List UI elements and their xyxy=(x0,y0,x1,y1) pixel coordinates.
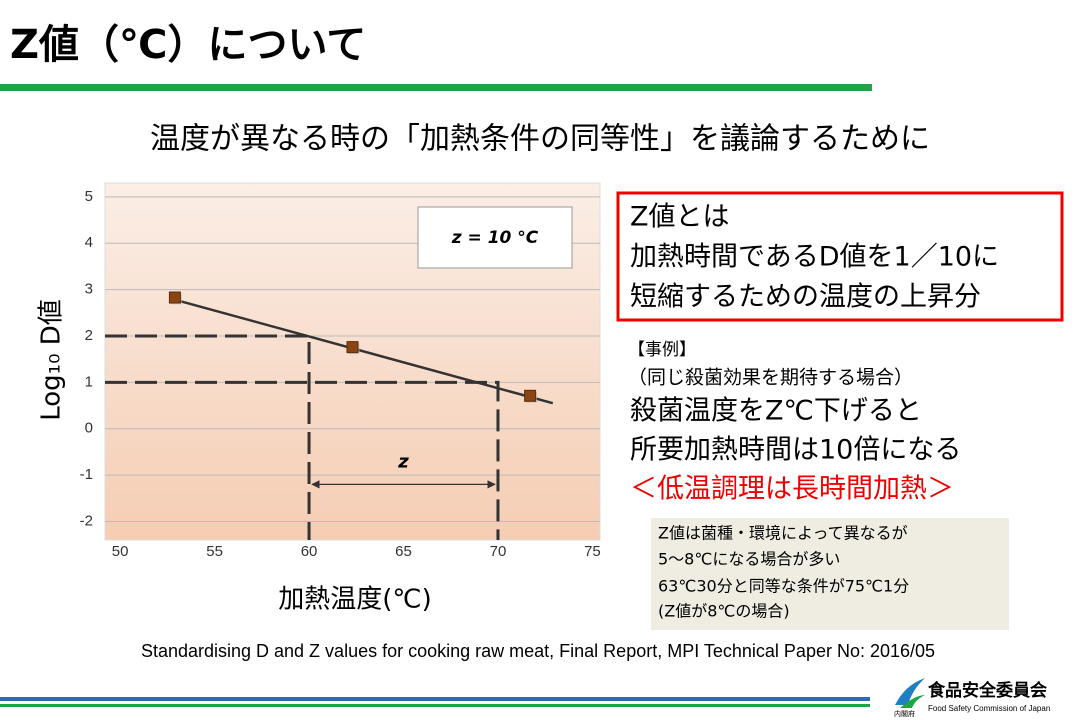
data-point xyxy=(168,291,181,304)
definition-box xyxy=(616,191,1064,322)
footer-rule xyxy=(0,704,1080,707)
chart: z = 10 °C 加熱温度(℃) Log₁₀ D値 5 4 3 2 1 0 -1 -2 50 5… xyxy=(37,182,601,615)
x-tick-label: 50 xyxy=(112,543,129,560)
slide-title: Z値（℃）について xyxy=(10,22,366,68)
subtitle: 温度が異なる時の「加熱条件の同等性」を議論するために xyxy=(150,122,930,157)
footer-ministry: 内閣府 xyxy=(894,709,915,718)
footer-rule xyxy=(0,697,1080,701)
y-tick-label: 1 xyxy=(85,373,93,390)
x-axis-label: 加熱温度(℃) xyxy=(278,585,432,615)
y-tick-label: 5 xyxy=(85,188,93,205)
note-box xyxy=(651,518,1009,630)
example-line: （同じ殺菌効果を期待する場合） xyxy=(628,367,913,389)
span-label: z xyxy=(397,451,409,472)
logo-mark xyxy=(900,695,925,708)
guide-line xyxy=(105,380,500,540)
note-line: 5～8℃になる場合が多い xyxy=(658,550,840,569)
footer-org-en: Food Safety Commission of Japan xyxy=(928,704,1050,713)
logo-mark xyxy=(895,678,925,705)
y-tick-label: 3 xyxy=(85,281,93,298)
data-point xyxy=(346,341,359,354)
x-tick-label: 65 xyxy=(395,543,412,560)
y-tick-label: -1 xyxy=(80,466,93,483)
example-line: 殺菌温度をZ℃下げると xyxy=(630,396,922,427)
x-tick-label: 55 xyxy=(206,543,223,560)
footer-org: 食品安全委員会 xyxy=(928,680,1047,701)
definition-line: 短縮するための温度の上昇分 xyxy=(630,282,981,313)
x-tick-label: 60 xyxy=(301,543,318,560)
annotation-box xyxy=(417,206,573,269)
note-line: Z値は菌種・環境によって異なるが xyxy=(658,524,908,543)
y-tick-label: 4 xyxy=(85,234,93,251)
note-line: (Z値が8℃の場合) xyxy=(658,602,790,621)
example-heading: 【事例】 xyxy=(628,340,696,360)
example-highlight: ＜低温調理は長時間加熱＞ xyxy=(630,474,954,505)
y-tick-label: -2 xyxy=(80,512,93,529)
trend-line xyxy=(171,297,554,405)
x-tick-label: 75 xyxy=(584,543,601,560)
y-tick-label: 2 xyxy=(85,327,93,344)
citation: Standardising D and Z values for cooking… xyxy=(141,641,935,661)
annotation: z = 10 °C xyxy=(451,228,539,248)
note-line: 63℃30分と同等な条件が75℃1分 xyxy=(658,577,909,596)
definition-line: 加熱時間であるD値を1／10に xyxy=(630,242,999,273)
guide-line xyxy=(105,334,311,540)
x-tick-label: 70 xyxy=(490,543,507,560)
y-tick-label: 0 xyxy=(85,420,93,437)
data-point xyxy=(524,389,537,402)
example-line: 所要加熱時間は10倍になる xyxy=(630,435,961,466)
definition-line: Z値とは xyxy=(630,202,730,233)
title-rule xyxy=(0,84,872,91)
y-axis-label: Log₁₀ D値 xyxy=(37,299,67,421)
